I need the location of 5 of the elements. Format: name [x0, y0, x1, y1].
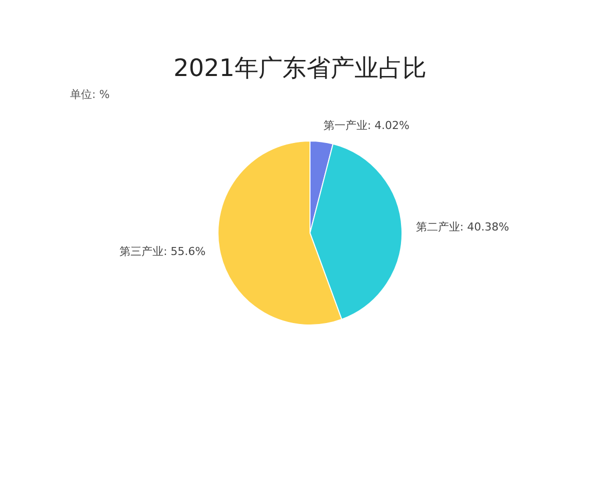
slice-label: 第一产业: 4.02%: [323, 118, 410, 132]
chart-title: 2021年广东省产业占比: [173, 54, 427, 82]
slice-label: 第二产业: 40.38%: [416, 220, 510, 234]
slice-label: 第三产业: 55.6%: [119, 244, 206, 258]
text: 单位: %: [70, 88, 110, 101]
